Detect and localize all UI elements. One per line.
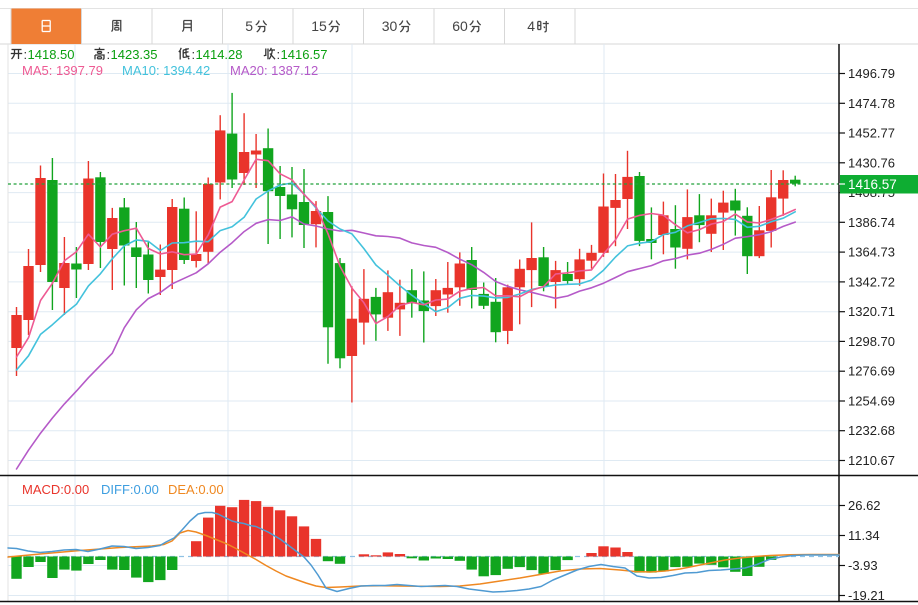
svg-text:1496.79: 1496.79: [848, 66, 895, 81]
svg-text:30: 30: [382, 18, 398, 34]
svg-text:5: 5: [245, 18, 253, 34]
svg-text:1232.68: 1232.68: [848, 423, 895, 438]
svg-text:1210.67: 1210.67: [848, 453, 895, 468]
svg-text:MA5: 1397.79: MA5: 1397.79: [22, 63, 103, 78]
svg-text:1474.78: 1474.78: [848, 96, 895, 111]
svg-text::: :: [277, 47, 281, 62]
svg-text:1276.69: 1276.69: [848, 364, 895, 379]
svg-text:1416.57: 1416.57: [281, 47, 328, 62]
svg-text:1254.69: 1254.69: [848, 394, 895, 409]
svg-text:15: 15: [311, 18, 327, 34]
svg-text:11.34: 11.34: [848, 528, 880, 543]
svg-text:-3.93: -3.93: [848, 558, 878, 573]
svg-text::: :: [107, 47, 111, 62]
svg-text:1423.35: 1423.35: [111, 47, 158, 62]
svg-text:1342.72: 1342.72: [848, 274, 895, 289]
svg-text:DIFF:0.00: DIFF:0.00: [101, 482, 159, 497]
svg-text:MACD:0.00: MACD:0.00: [22, 482, 89, 497]
svg-text::: :: [24, 47, 28, 62]
svg-text:MA10: 1394.42: MA10: 1394.42: [122, 63, 210, 78]
svg-text:DEA:0.00: DEA:0.00: [168, 482, 224, 497]
svg-text:1430.76: 1430.76: [848, 155, 895, 170]
svg-text:1386.74: 1386.74: [848, 215, 895, 230]
svg-text:MA20: 1387.12: MA20: 1387.12: [230, 63, 318, 78]
svg-text:60: 60: [452, 18, 468, 34]
svg-text:1364.73: 1364.73: [848, 245, 895, 260]
svg-text:26.62: 26.62: [848, 498, 881, 513]
svg-text:1320.71: 1320.71: [848, 304, 895, 319]
svg-text:4: 4: [527, 18, 535, 34]
svg-text::: :: [192, 47, 196, 62]
svg-text:1298.70: 1298.70: [848, 334, 895, 349]
svg-text:1452.77: 1452.77: [848, 126, 895, 141]
svg-text:1414.28: 1414.28: [196, 47, 243, 62]
svg-text:-19.21: -19.21: [848, 588, 885, 603]
svg-text:1418.50: 1418.50: [28, 47, 75, 62]
svg-text:1416.57: 1416.57: [848, 177, 897, 192]
